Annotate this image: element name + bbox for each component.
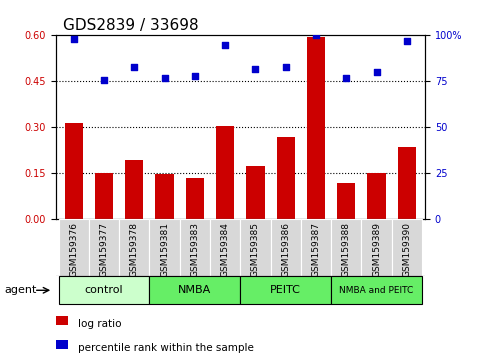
Text: GSM159387: GSM159387 xyxy=(312,222,321,277)
Text: GSM159389: GSM159389 xyxy=(372,222,381,277)
Bar xyxy=(246,166,265,219)
Point xyxy=(312,33,320,38)
Text: GSM159390: GSM159390 xyxy=(402,222,412,277)
Point xyxy=(161,75,169,81)
Text: GSM159384: GSM159384 xyxy=(221,222,229,277)
FancyBboxPatch shape xyxy=(149,276,241,304)
FancyBboxPatch shape xyxy=(361,219,392,276)
FancyBboxPatch shape xyxy=(180,219,210,276)
FancyBboxPatch shape xyxy=(241,276,331,304)
Bar xyxy=(216,126,234,219)
Bar xyxy=(65,123,83,219)
Point xyxy=(191,73,199,79)
FancyBboxPatch shape xyxy=(331,276,422,304)
Bar xyxy=(156,174,174,219)
Point xyxy=(342,75,350,81)
Text: GSM159386: GSM159386 xyxy=(281,222,290,277)
Point xyxy=(100,77,108,82)
FancyBboxPatch shape xyxy=(89,219,119,276)
Text: GSM159388: GSM159388 xyxy=(342,222,351,277)
Bar xyxy=(368,173,385,219)
Text: percentile rank within the sample: percentile rank within the sample xyxy=(78,343,254,353)
Point xyxy=(70,36,78,42)
Bar xyxy=(125,160,143,219)
FancyBboxPatch shape xyxy=(58,276,149,304)
Point xyxy=(221,42,229,47)
Bar xyxy=(277,137,295,219)
Bar xyxy=(398,147,416,219)
Text: NMBA and PEITC: NMBA and PEITC xyxy=(340,286,414,295)
Text: agent: agent xyxy=(5,285,37,295)
Text: NMBA: NMBA xyxy=(178,285,212,295)
Text: GDS2839 / 33698: GDS2839 / 33698 xyxy=(63,18,199,33)
Point xyxy=(130,64,138,69)
Bar xyxy=(56,339,69,349)
FancyBboxPatch shape xyxy=(119,219,149,276)
Text: GSM159377: GSM159377 xyxy=(99,222,109,277)
FancyBboxPatch shape xyxy=(301,219,331,276)
Bar xyxy=(337,183,355,219)
Point xyxy=(403,38,411,44)
Text: GSM159378: GSM159378 xyxy=(130,222,139,277)
Text: GSM159385: GSM159385 xyxy=(251,222,260,277)
FancyBboxPatch shape xyxy=(149,219,180,276)
Point xyxy=(252,66,259,72)
Text: GSM159376: GSM159376 xyxy=(69,222,78,277)
Text: PEITC: PEITC xyxy=(270,285,301,295)
Text: control: control xyxy=(85,285,123,295)
FancyBboxPatch shape xyxy=(270,219,301,276)
FancyBboxPatch shape xyxy=(392,219,422,276)
FancyBboxPatch shape xyxy=(241,219,270,276)
Bar xyxy=(56,316,69,325)
Point xyxy=(282,64,290,69)
FancyBboxPatch shape xyxy=(331,219,361,276)
Text: log ratio: log ratio xyxy=(78,319,121,329)
Text: GSM159383: GSM159383 xyxy=(190,222,199,277)
FancyBboxPatch shape xyxy=(58,219,89,276)
Bar xyxy=(307,37,325,219)
FancyBboxPatch shape xyxy=(210,219,241,276)
Bar xyxy=(95,173,113,219)
Bar xyxy=(186,178,204,219)
Point xyxy=(373,69,381,75)
Text: GSM159381: GSM159381 xyxy=(160,222,169,277)
